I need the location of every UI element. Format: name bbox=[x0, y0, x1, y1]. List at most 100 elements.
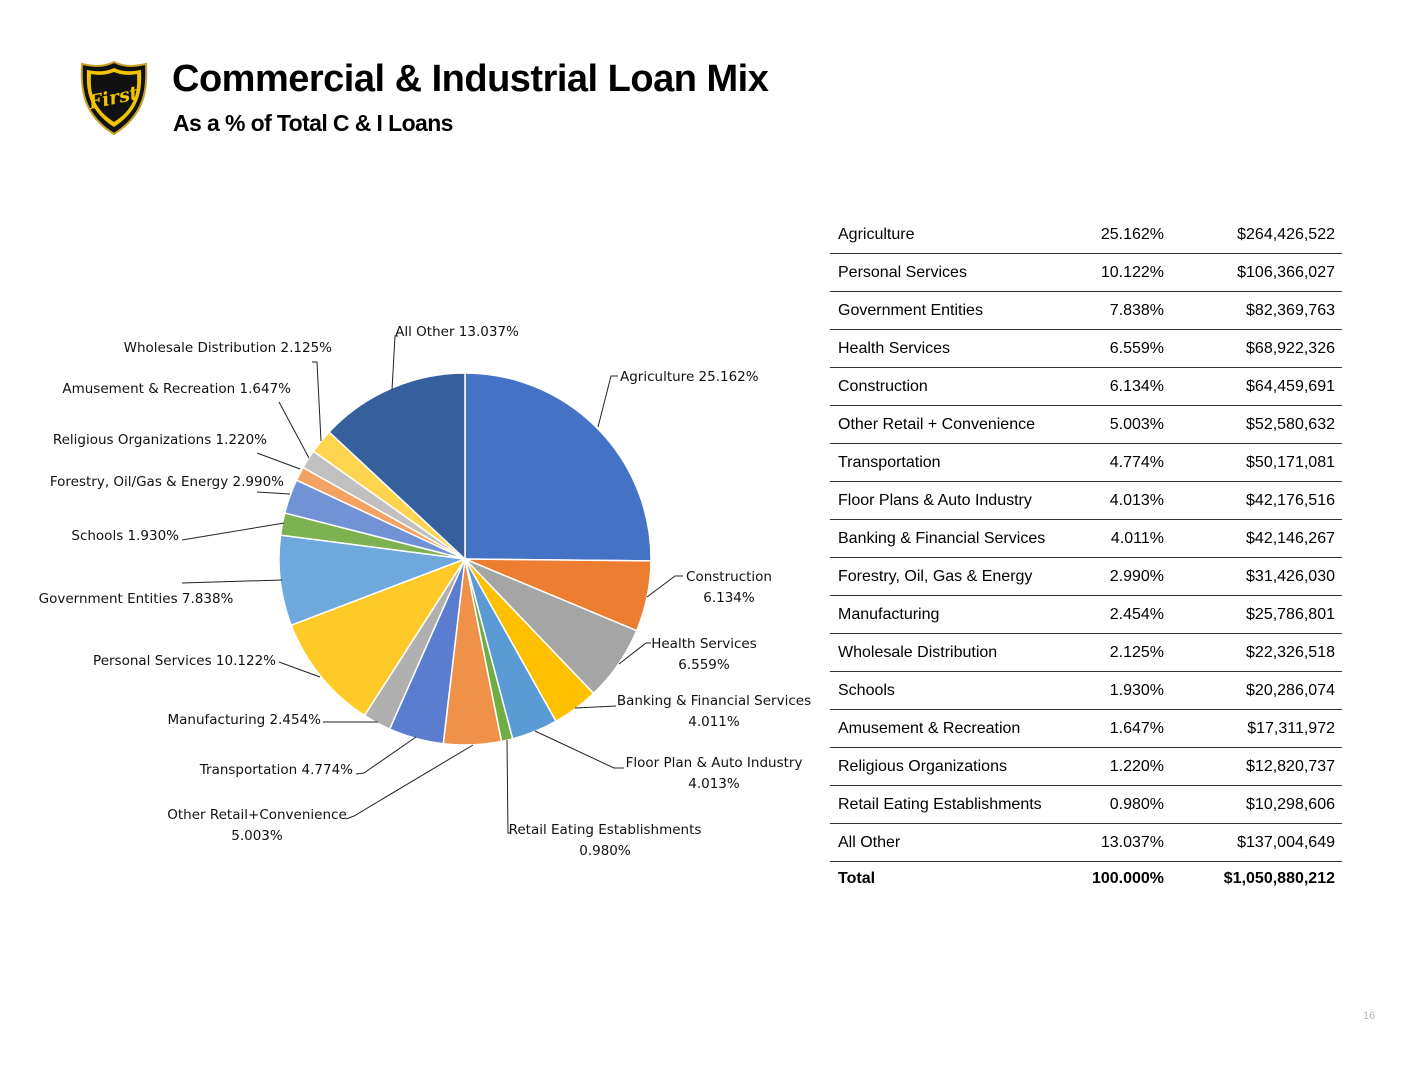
table-row: Personal Services 10.122% $106,366,027 bbox=[830, 253, 1342, 292]
row-amount: $42,146,267 bbox=[1171, 519, 1342, 558]
row-name: Government Entities bbox=[830, 291, 1068, 330]
row-amount: $52,580,632 bbox=[1171, 405, 1342, 444]
row-name: Banking & Financial Services bbox=[830, 519, 1068, 558]
first-bank-logo: First bbox=[80, 60, 148, 136]
loan-mix-table: Agriculture 25.162% $264,426,522 Personal S… bbox=[830, 216, 1342, 896]
row-percent: 6.559% bbox=[1068, 329, 1171, 368]
row-amount: $82,369,763 bbox=[1171, 291, 1342, 330]
row-amount: $68,922,326 bbox=[1171, 329, 1342, 368]
slice-label: 5.003% bbox=[231, 828, 283, 844]
leader-line bbox=[181, 579, 283, 584]
page-subtitle: As a % of Total C & I Loans bbox=[173, 110, 453, 136]
pie-slice bbox=[464, 372, 652, 562]
row-amount: $20,286,074 bbox=[1171, 671, 1342, 710]
page-title: Commercial & Industrial Loan Mix bbox=[172, 58, 769, 100]
table-row: Forestry, Oil, Gas & Energy 2.990% $31,426… bbox=[830, 557, 1342, 596]
slice-label: 6.559% bbox=[678, 657, 730, 673]
page-number: 16 bbox=[1363, 1010, 1376, 1022]
table-row: Construction 6.134% $64,459,691 bbox=[830, 367, 1342, 406]
slice-label: Manufacturing 2.454% bbox=[167, 712, 321, 728]
table-row: All Other 13.037% $137,004,649 bbox=[830, 823, 1342, 862]
row-percent: 5.003% bbox=[1068, 405, 1171, 444]
leader-line bbox=[355, 736, 417, 775]
slice-label: Wholesale Distribution 2.125% bbox=[124, 340, 333, 356]
row-percent: 7.838% bbox=[1068, 291, 1171, 330]
row-amount: $137,004,649 bbox=[1171, 823, 1342, 862]
row-percent: 1.647% bbox=[1068, 709, 1171, 748]
row-percent: 2.454% bbox=[1068, 595, 1171, 634]
table-row: Health Services 6.559% $68,922,326 bbox=[830, 329, 1342, 368]
row-name: Other Retail + Convenience bbox=[830, 405, 1068, 444]
leader-line bbox=[256, 491, 291, 495]
leader-line bbox=[278, 401, 310, 459]
row-percent: 1.930% bbox=[1068, 671, 1171, 710]
row-name: Manufacturing bbox=[830, 595, 1068, 634]
leader-line bbox=[534, 730, 624, 769]
slice-label: Agriculture 25.162% bbox=[620, 369, 759, 385]
row-amount: $64,459,691 bbox=[1171, 367, 1342, 406]
row-amount: $25,786,801 bbox=[1171, 595, 1342, 634]
row-name: Personal Services bbox=[830, 253, 1068, 292]
slice-label: 4.011% bbox=[688, 714, 740, 730]
leader-line bbox=[391, 335, 398, 391]
row-name: Health Services bbox=[830, 329, 1068, 368]
row-percent: 25.162% bbox=[1068, 216, 1171, 254]
table-row: Banking & Financial Services 4.011% $42,14… bbox=[830, 519, 1342, 558]
row-percent: 6.134% bbox=[1068, 367, 1171, 406]
slice-label: 4.013% bbox=[688, 776, 740, 792]
row-name: Religious Organizations bbox=[830, 747, 1068, 786]
leader-line bbox=[646, 575, 683, 598]
slice-label: 0.980% bbox=[579, 843, 631, 859]
row-name: All Other bbox=[830, 823, 1068, 862]
row-percent: 0.980% bbox=[1068, 785, 1171, 824]
pie-slice bbox=[290, 557, 467, 717]
leader-line bbox=[345, 744, 474, 820]
table-row: Amusement & Recreation 1.647% $17,311,972 bbox=[830, 709, 1342, 748]
leader-line bbox=[256, 452, 301, 470]
slice-label: Health Services bbox=[651, 636, 757, 652]
row-amount: $50,171,081 bbox=[1171, 443, 1342, 482]
leader-line bbox=[181, 522, 285, 541]
table-row: Agriculture 25.162% $264,426,522 bbox=[830, 216, 1342, 254]
pie-slice bbox=[328, 372, 466, 561]
slice-label: Banking & Financial Services bbox=[617, 693, 811, 709]
row-name: Floor Plans & Auto Industry bbox=[830, 481, 1068, 520]
slice-label: Personal Services 10.122% bbox=[93, 653, 276, 669]
table-row: Manufacturing 2.454% $25,786,801 bbox=[830, 595, 1342, 634]
row-amount: $10,298,606 bbox=[1171, 785, 1342, 824]
total-percent: 100.000% bbox=[1091, 870, 1164, 887]
row-percent: 2.990% bbox=[1068, 557, 1171, 596]
row-percent: 2.125% bbox=[1068, 633, 1171, 672]
table-total-row: Total 100.000% $1,050,880,212 bbox=[830, 862, 1342, 897]
row-name: Amusement & Recreation bbox=[830, 709, 1068, 748]
table-row: Wholesale Distribution 2.125% $22,326,518 bbox=[830, 633, 1342, 672]
slice-label: Other Retail+Convenience bbox=[167, 807, 347, 823]
table-row: Government Entities 7.838% $82,369,763 bbox=[830, 291, 1342, 330]
leader-line bbox=[574, 705, 617, 709]
leader-line bbox=[312, 361, 322, 442]
row-amount: $17,311,972 bbox=[1171, 709, 1342, 748]
row-name: Retail Eating Establishments bbox=[830, 785, 1068, 824]
table-row: Religious Organizations 1.220% $12,820,737 bbox=[830, 747, 1342, 786]
slice-label: Construction bbox=[686, 569, 772, 585]
table-row: Retail Eating Establishments 0.980% $10,29… bbox=[830, 785, 1342, 824]
leader-line bbox=[278, 661, 321, 678]
row-amount: $12,820,737 bbox=[1171, 747, 1342, 786]
row-name: Wholesale Distribution bbox=[830, 633, 1068, 672]
row-percent: 10.122% bbox=[1068, 253, 1171, 292]
table-row: Floor Plans & Auto Industry 4.013% $42,176… bbox=[830, 481, 1342, 520]
leader-line bbox=[618, 642, 651, 665]
row-percent: 4.774% bbox=[1068, 443, 1171, 482]
row-name: Schools bbox=[830, 671, 1068, 710]
row-amount: $42,176,516 bbox=[1171, 481, 1342, 520]
slice-label: All Other 13.037% bbox=[395, 324, 519, 340]
slice-label: Religious Organizations 1.220% bbox=[53, 432, 267, 448]
slice-label: 6.134% bbox=[703, 590, 755, 606]
slice-label: Amusement & Recreation 1.647% bbox=[62, 381, 291, 397]
row-percent: 1.220% bbox=[1068, 747, 1171, 786]
leader-line bbox=[506, 739, 511, 834]
total-label: Total bbox=[838, 870, 876, 887]
row-name: Construction bbox=[830, 367, 1068, 406]
pie-slice bbox=[278, 534, 466, 627]
table-row: Transportation 4.774% $50,171,081 bbox=[830, 443, 1342, 482]
